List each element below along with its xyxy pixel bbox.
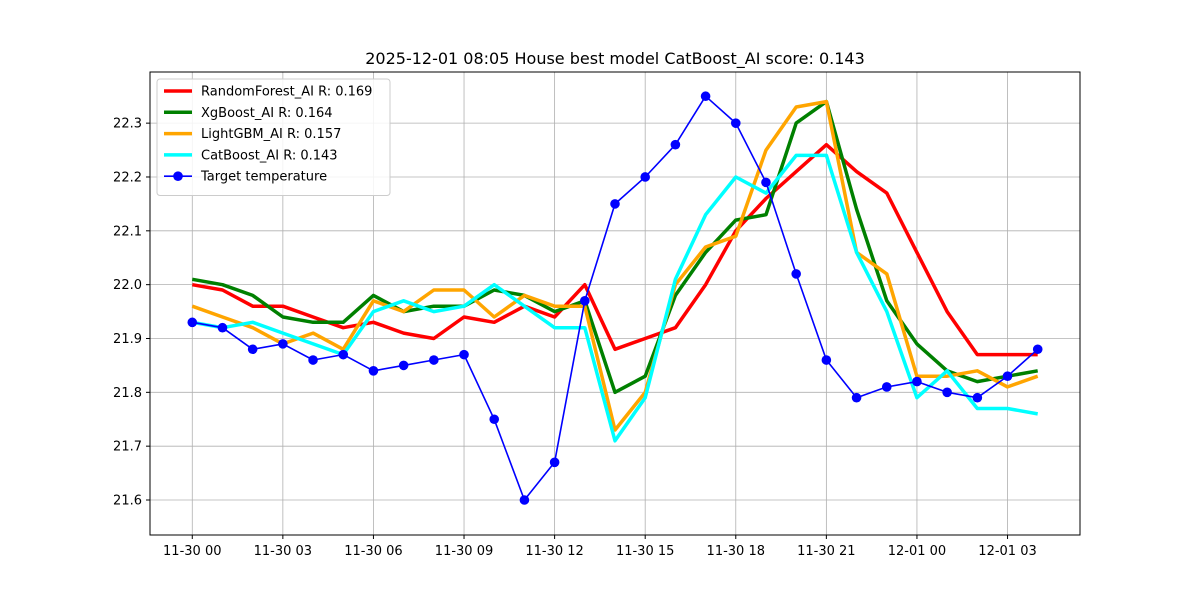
data-point-target [942, 387, 952, 398]
x-tick-label: 12-01 03 [978, 544, 1036, 559]
data-point-target [881, 382, 892, 392]
chart-title: 2025-12-01 08:05 House best model CatBoo… [365, 49, 865, 69]
data-point-target [398, 360, 409, 371]
x-tick-label: 11-30 12 [525, 544, 583, 559]
x-tick-label: 11-30 00 [163, 544, 221, 559]
y-tick-label: 21.8 [113, 386, 142, 401]
legend-label: RandomForest_AI R: 0.169 [201, 85, 372, 100]
series-line-randomforest-ai [191, 142, 1038, 357]
x-tick-label: 11-30 03 [254, 544, 312, 559]
x-tick-label: 12-01 00 [888, 544, 946, 559]
data-point-target [1032, 344, 1043, 355]
y-tick-label: 21.7 [113, 440, 142, 455]
data-point-target [187, 317, 198, 328]
data-point-target [368, 365, 379, 376]
data-point-target [700, 91, 711, 102]
data-point-target [1002, 371, 1013, 381]
series-lines [187, 91, 1043, 505]
data-point-target [610, 199, 620, 209]
data-point-target [791, 269, 801, 279]
data-point-target [278, 339, 288, 349]
data-point-target [308, 355, 318, 365]
y-tick-label: 21.6 [113, 494, 142, 509]
x-tick-label: 11-30 18 [707, 544, 765, 559]
y-tick-label: 22.0 [113, 278, 142, 293]
data-point-target [549, 457, 560, 468]
data-point-target [459, 349, 469, 360]
data-point-target [761, 177, 771, 188]
legend-label: Target temperature [200, 170, 327, 185]
legend-box [156, 78, 391, 196]
data-point-target [247, 344, 258, 355]
y-tick-label: 22.2 [113, 170, 142, 185]
data-point-target [821, 355, 832, 365]
series-line-xgboost-ai [191, 99, 1039, 395]
legend-label: LightGBM_AI R: 0.157 [201, 127, 341, 142]
data-point-target [429, 355, 439, 365]
x-tick-label: 11-30 21 [797, 544, 855, 559]
x-tick-label: 11-30 09 [435, 544, 493, 559]
series-line-catboost-ai [191, 153, 1039, 443]
legend-label: CatBoost_AI R: 0.143 [201, 148, 338, 163]
data-point-target [217, 322, 228, 333]
legend: RandomForest_AI R: 0.169 XgBoost_AI R: 0.… [156, 78, 391, 196]
x-tick-label: 11-30 06 [344, 544, 402, 559]
plot-area-frame [149, 71, 1081, 536]
x-tick-label: 11-30 15 [616, 544, 674, 559]
data-point-target [912, 376, 922, 387]
data-point-target [972, 392, 983, 403]
data-point-target [338, 349, 349, 360]
data-point-target [640, 172, 650, 182]
data-point-target [851, 392, 862, 403]
legend-label: XgBoost_AI R: 0.164 [201, 106, 333, 121]
data-point-target [580, 296, 590, 306]
data-point-target [519, 495, 530, 505]
y-tick-label: 22.3 [113, 117, 142, 132]
data-point-target [730, 118, 741, 128]
axis-ticks: 11-30 00 11-30 03 11-30 06 11-30 09 11-30 12… [113, 117, 1037, 559]
data-point-target [670, 139, 681, 150]
data-point-target [489, 414, 500, 425]
y-tick-label: 21.9 [113, 332, 142, 347]
legend-marker-target [173, 171, 183, 181]
series-line-lightgbm-ai [191, 99, 1039, 432]
y-tick-label: 22.1 [113, 224, 142, 239]
